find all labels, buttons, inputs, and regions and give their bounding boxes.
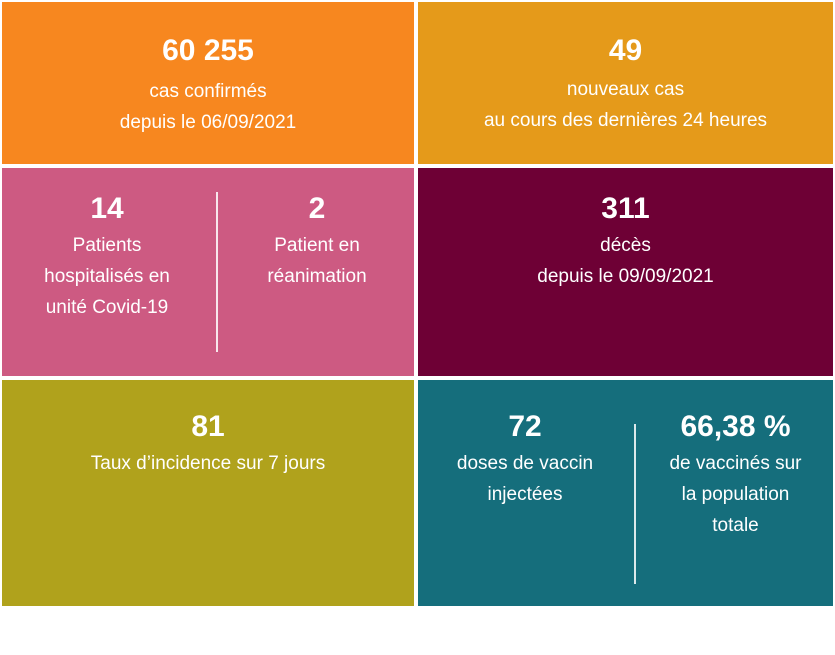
confirmed-cases-value: 60 255 xyxy=(162,34,254,67)
deaths-label: décès xyxy=(600,235,651,256)
incidence-tile: 81 Taux d’incidence sur 7 jours xyxy=(2,380,414,606)
vaccinated-block: 66,38 % de vaccinés sur la population to… xyxy=(638,380,833,606)
deaths-value: 311 xyxy=(601,192,650,225)
vaccination-divider xyxy=(634,424,636,584)
confirmed-cases-since: depuis le 06/09/2021 xyxy=(119,112,297,133)
vaccinated-label-1: de vaccinés sur xyxy=(669,453,802,474)
doses-label-2: injectées xyxy=(487,484,563,505)
doses-block: 72 doses de vaccin injectées xyxy=(418,380,632,606)
doses-value: 72 xyxy=(508,410,542,443)
icu-value: 2 xyxy=(308,192,326,225)
new-cases-period: au cours des dernières 24 heures xyxy=(483,110,768,131)
hospitalized-value: 14 xyxy=(90,192,124,225)
hospitalized-block: 14 Patients hospitalisés en unité Covid-… xyxy=(2,168,212,376)
doses-label-1: doses de vaccin xyxy=(456,453,594,474)
hospitalized-label-3: unité Covid-19 xyxy=(45,297,169,318)
icu-label-2: réanimation xyxy=(267,266,367,287)
hospitalized-label-2: hospitalisés en xyxy=(44,266,170,287)
confirmed-cases-label: cas confirmés xyxy=(149,81,267,102)
incidence-label: Taux d’incidence sur 7 jours xyxy=(90,453,326,474)
vaccinated-value: 66,38 % xyxy=(680,410,791,443)
hospitalized-label-1: Patients xyxy=(72,235,142,256)
icu-label-1: Patient en xyxy=(274,235,360,256)
hospital-divider xyxy=(216,192,218,352)
new-cases-value: 49 xyxy=(608,34,643,67)
hospital-tile: 14 Patients hospitalisés en unité Covid-… xyxy=(2,168,414,376)
deaths-tile: 311 décès depuis le 09/09/2021 xyxy=(418,168,833,376)
icu-block: 2 Patient en réanimation xyxy=(220,168,414,376)
new-cases-tile: 49 nouveaux cas au cours des dernières 2… xyxy=(418,2,833,164)
new-cases-label: nouveaux cas xyxy=(566,79,685,100)
deaths-since: depuis le 09/09/2021 xyxy=(537,266,714,287)
vaccinated-label-3: totale xyxy=(712,515,759,536)
vaccination-tile: 72 doses de vaccin injectées 66,38 % de … xyxy=(418,380,833,606)
confirmed-cases-tile: 60 255 cas confirmés depuis le 06/09/202… xyxy=(2,2,414,164)
incidence-value: 81 xyxy=(191,410,225,443)
vaccinated-label-2: la population xyxy=(681,484,790,505)
